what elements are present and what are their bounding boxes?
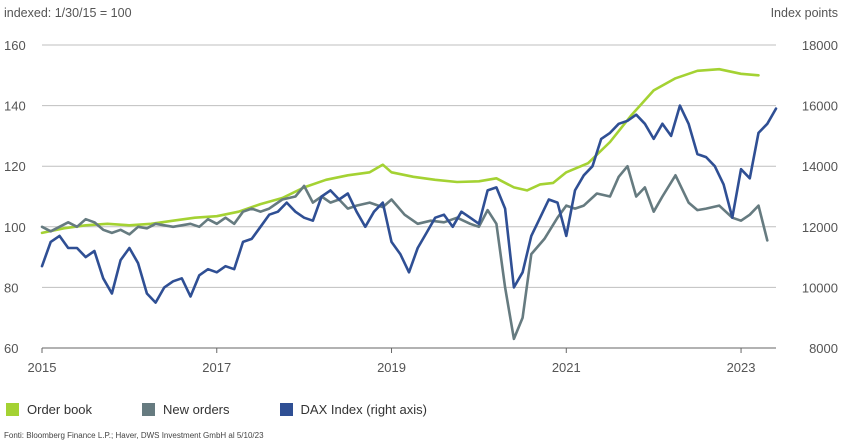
legend-item-order-book: Order book (6, 402, 92, 417)
right-tick-label: 10000 (802, 280, 838, 295)
left-tick-label: 140 (4, 99, 26, 114)
left-tick-label: 60 (4, 341, 18, 356)
series-lines (40, 67, 778, 341)
right-tick-label: 8000 (809, 341, 838, 356)
series-line-order-book (40, 67, 760, 235)
x-tick-label: 2023 (727, 360, 756, 375)
left-tick-label: 100 (4, 220, 26, 235)
legend-label-order-book: Order book (27, 402, 93, 417)
x-tick-label: 2017 (202, 360, 231, 375)
grid-lines (42, 44, 776, 349)
right-tick-label: 14000 (802, 159, 838, 174)
line-chart: indexed: 1/30/15 = 100 Index points 160 1… (4, 6, 838, 375)
right-tick-label: 18000 (802, 38, 838, 53)
right-axis-title: Index points (771, 6, 838, 20)
dax-swatch (279, 403, 293, 416)
order-book-swatch (6, 403, 19, 416)
right-tick-label: 16000 (802, 99, 838, 114)
legend-label-dax: DAX Index (right axis) (300, 402, 427, 417)
left-tick-label: 120 (4, 159, 26, 174)
x-tick-label: 2019 (377, 360, 406, 375)
legend: Order book New orders DAX Index (right a… (6, 402, 477, 417)
right-tick-label: 12000 (802, 220, 838, 235)
new-orders-swatch (142, 403, 156, 416)
x-tick-label: 2021 (552, 360, 581, 375)
left-tick-label: 160 (4, 38, 26, 53)
series-line-new-orders (40, 164, 769, 341)
axes: indexed: 1/30/15 = 100 Index points 160 1… (4, 6, 838, 375)
x-tick-label: 2015 (28, 360, 57, 375)
legend-item-new-orders: New orders (142, 402, 230, 417)
source-footnote: Fonti: Bloomberg Finance L.P.; Haver, DW… (4, 431, 264, 440)
legend-label-new-orders: New orders (163, 402, 230, 417)
legend-item-dax: DAX Index (right axis) (279, 402, 427, 417)
left-tick-label: 80 (4, 280, 18, 295)
left-axis-title: indexed: 1/30/15 = 100 (4, 6, 132, 20)
series-line-dax-index-right-axis (40, 104, 778, 304)
